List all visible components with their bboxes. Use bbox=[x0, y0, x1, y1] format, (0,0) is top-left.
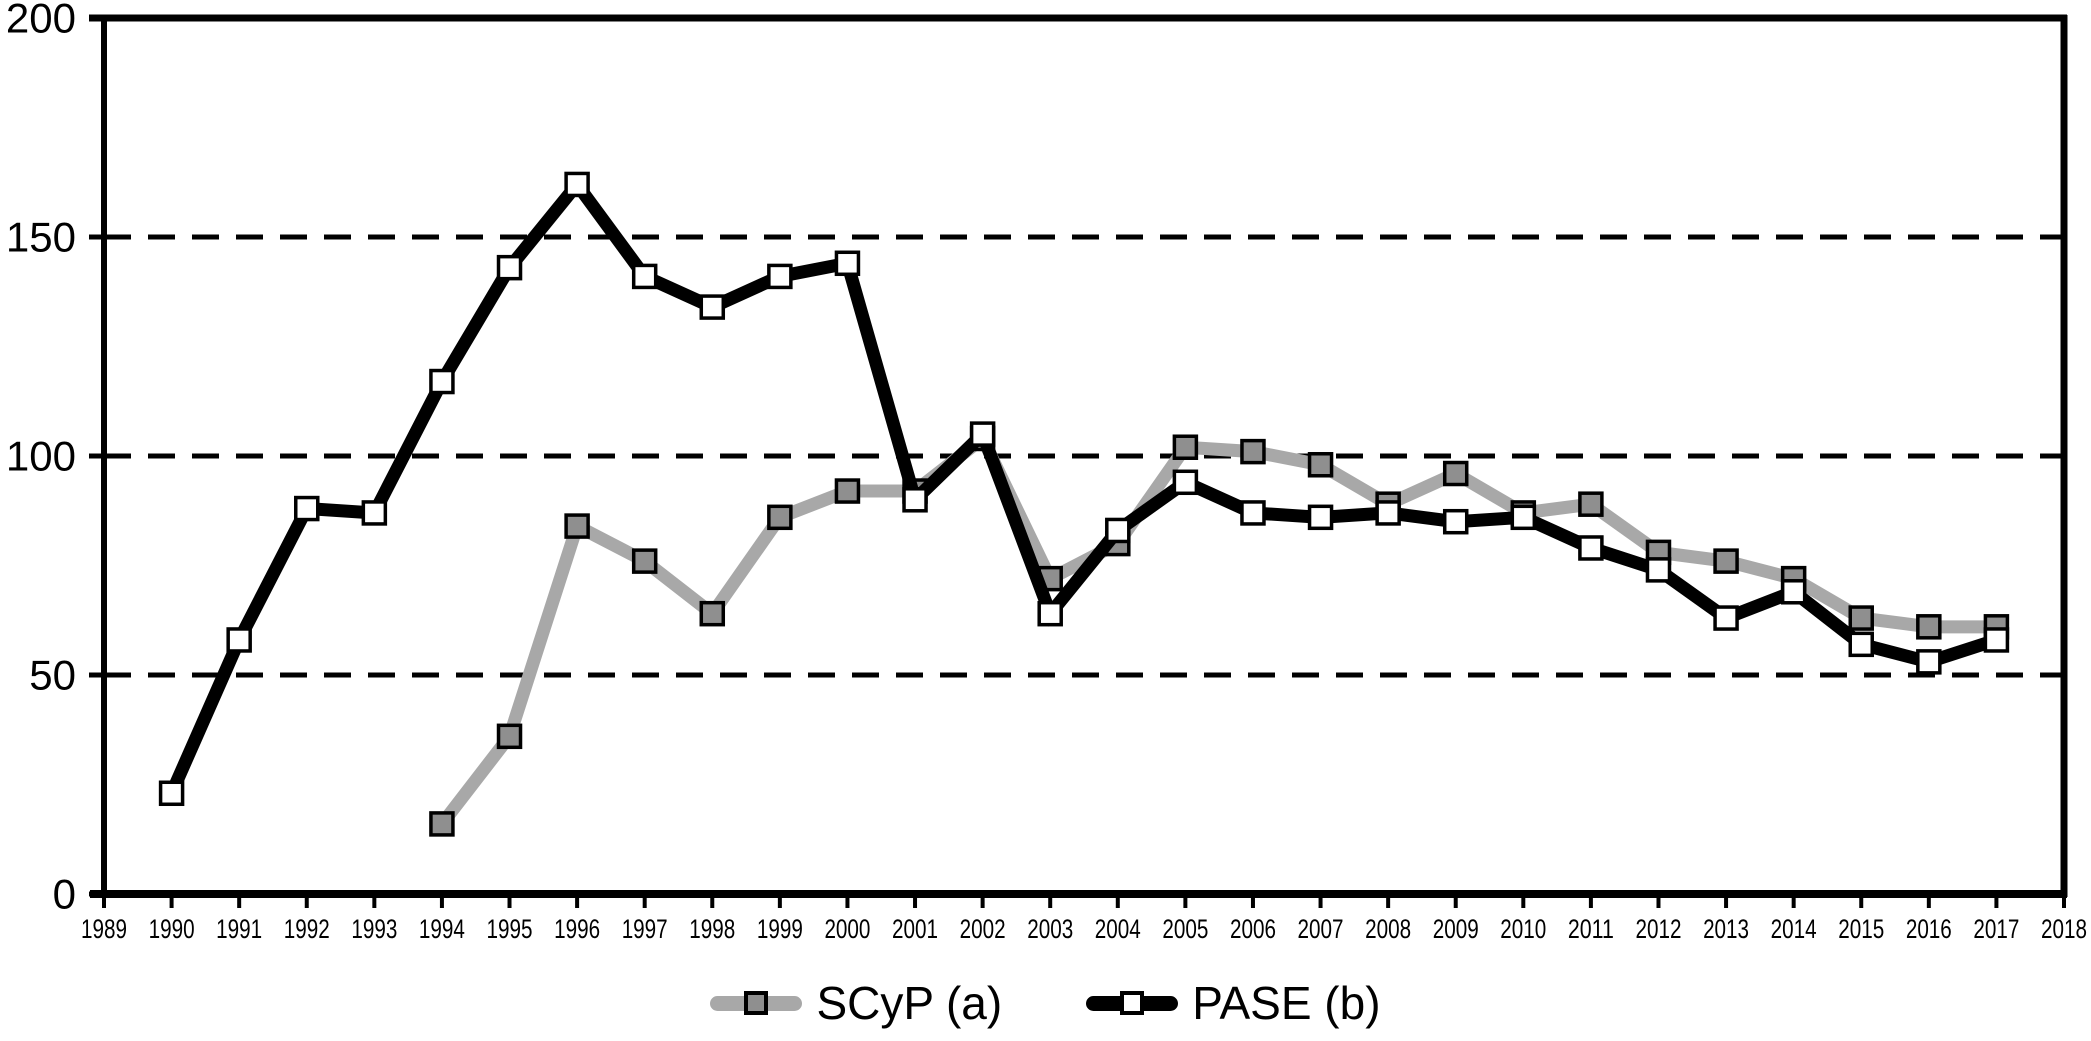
y-tick-label-200: 200 bbox=[6, 0, 76, 42]
data-point-scyp-1995 bbox=[496, 723, 523, 750]
data-point-scyp-2006 bbox=[1240, 438, 1266, 465]
x-tick-label-2011: 2011 bbox=[1568, 914, 1614, 944]
x-tick-label-2012: 2012 bbox=[1635, 914, 1681, 944]
x-tick-label-1995: 1995 bbox=[487, 914, 533, 944]
data-point-pase-2014 bbox=[1780, 579, 1807, 605]
chart-legend: SCyP (a) PASE (b) bbox=[0, 980, 2091, 1026]
x-tick-label-2004: 2004 bbox=[1095, 914, 1141, 944]
data-point-pase-2011 bbox=[1578, 535, 1604, 561]
data-point-scyp-2009 bbox=[1442, 460, 1469, 487]
data-point-scyp-1994 bbox=[429, 811, 455, 837]
x-tick-label-2006: 2006 bbox=[1230, 914, 1276, 944]
y-tick-label-100: 100 bbox=[6, 433, 76, 480]
x-tick-label-1992: 1992 bbox=[284, 914, 330, 944]
x-tick-label-2009: 2009 bbox=[1433, 914, 1479, 944]
data-point-pase-2015 bbox=[1848, 631, 1874, 658]
data-point-pase-1995 bbox=[496, 254, 523, 281]
data-point-scyp-2013 bbox=[1713, 548, 1739, 574]
x-tick-label-1999: 1999 bbox=[757, 914, 803, 944]
chart-plot-area: 0 50 100 150 200 1989 1990 1991 1992 1993 1994 1995… bbox=[6, 0, 2087, 944]
x-tick-label-1998: 1998 bbox=[689, 914, 735, 944]
data-point-pase-1993 bbox=[361, 500, 388, 526]
data-point-scyp-2005 bbox=[1172, 434, 1199, 460]
data-point-pase-2013 bbox=[1713, 605, 1739, 631]
data-point-scyp-2011 bbox=[1578, 491, 1604, 517]
legend-label-pase: PASE (b) bbox=[1192, 977, 1381, 1029]
x-tick-label-2007: 2007 bbox=[1298, 914, 1344, 944]
x-tick-label-2014: 2014 bbox=[1771, 914, 1817, 944]
x-tick-label-2015: 2015 bbox=[1838, 914, 1884, 944]
data-point-pase-2009 bbox=[1442, 508, 1469, 535]
x-tick-label-2018: 2018 bbox=[2041, 914, 2087, 944]
y-tick-label-150: 150 bbox=[6, 214, 76, 261]
data-point-pase-2001 bbox=[902, 487, 928, 513]
data-point-pase-2007 bbox=[1307, 504, 1334, 531]
data-point-scyp-2000 bbox=[834, 478, 861, 504]
x-tick-label-2013: 2013 bbox=[1703, 914, 1749, 944]
data-point-scyp-2016 bbox=[1916, 614, 1942, 640]
x-tick-label-2003: 2003 bbox=[1027, 914, 1073, 944]
data-point-pase-1999 bbox=[767, 263, 793, 290]
data-point-scyp-1996 bbox=[564, 513, 590, 539]
x-tick-label-1996: 1996 bbox=[554, 914, 600, 944]
data-point-scyp-1997 bbox=[631, 548, 658, 574]
x-tick-label-1991: 1991 bbox=[216, 914, 262, 944]
data-point-pase-1998 bbox=[699, 294, 726, 320]
data-point-pase-1992 bbox=[294, 495, 320, 522]
data-point-scyp-2007 bbox=[1307, 452, 1334, 478]
x-tick-label-2001: 2001 bbox=[892, 914, 938, 944]
data-point-pase-2017 bbox=[1983, 627, 2010, 653]
x-tick-label-1994: 1994 bbox=[419, 914, 465, 944]
data-point-scyp-2015 bbox=[1848, 605, 1874, 631]
legend-label-scyp: SCyP (a) bbox=[816, 977, 1003, 1029]
data-point-pase-2000 bbox=[834, 250, 861, 277]
scyp-square-marker-icon bbox=[744, 991, 769, 1015]
legend-item-pase: PASE (b) bbox=[1086, 977, 1381, 1029]
legend-item-scyp: SCyP (a) bbox=[710, 980, 1002, 1026]
x-tick-label-2016: 2016 bbox=[1906, 914, 1952, 944]
pase-square-marker-icon bbox=[1120, 991, 1145, 1015]
data-point-pase-1991 bbox=[226, 627, 252, 653]
x-tick-label-1989: 1989 bbox=[81, 914, 127, 944]
x-tick-label-1990: 1990 bbox=[149, 914, 195, 944]
data-point-pase-1990 bbox=[158, 780, 185, 807]
data-point-scyp-1998 bbox=[699, 600, 726, 627]
x-tick-label-2017: 2017 bbox=[1973, 914, 2019, 944]
data-point-pase-1997 bbox=[631, 263, 658, 290]
x-tick-label-1997: 1997 bbox=[622, 914, 668, 944]
data-point-pase-2005 bbox=[1172, 469, 1199, 496]
x-tick-label-2000: 2000 bbox=[824, 914, 870, 944]
data-point-pase-2006 bbox=[1240, 500, 1266, 526]
data-point-pase-2008 bbox=[1375, 500, 1401, 526]
y-tick-label-0: 0 bbox=[53, 871, 76, 918]
data-point-scyp-1999 bbox=[767, 504, 793, 531]
data-point-pase-1994 bbox=[429, 368, 455, 395]
series-line-pase bbox=[165, 173, 1999, 796]
data-point-pase-2016 bbox=[1916, 649, 1942, 675]
x-tick-label-2010: 2010 bbox=[1500, 914, 1546, 944]
x-tick-label-2005: 2005 bbox=[1162, 914, 1208, 944]
scyp-line-swatch bbox=[710, 991, 803, 1015]
data-point-pase-2010 bbox=[1510, 504, 1537, 531]
data-point-pase-2003 bbox=[1037, 600, 1063, 627]
data-point-pase-2012 bbox=[1645, 557, 1672, 583]
data-point-pase-1996 bbox=[564, 171, 590, 198]
data-point-pase-2004 bbox=[1105, 517, 1131, 544]
x-tick-label-2002: 2002 bbox=[960, 914, 1006, 944]
y-tick-label-50: 50 bbox=[29, 652, 76, 699]
data-point-pase-2002 bbox=[969, 421, 996, 447]
x-tick-label-2008: 2008 bbox=[1365, 914, 1411, 944]
x-tick-label-1993: 1993 bbox=[351, 914, 397, 944]
pase-line-swatch bbox=[1086, 991, 1179, 1015]
